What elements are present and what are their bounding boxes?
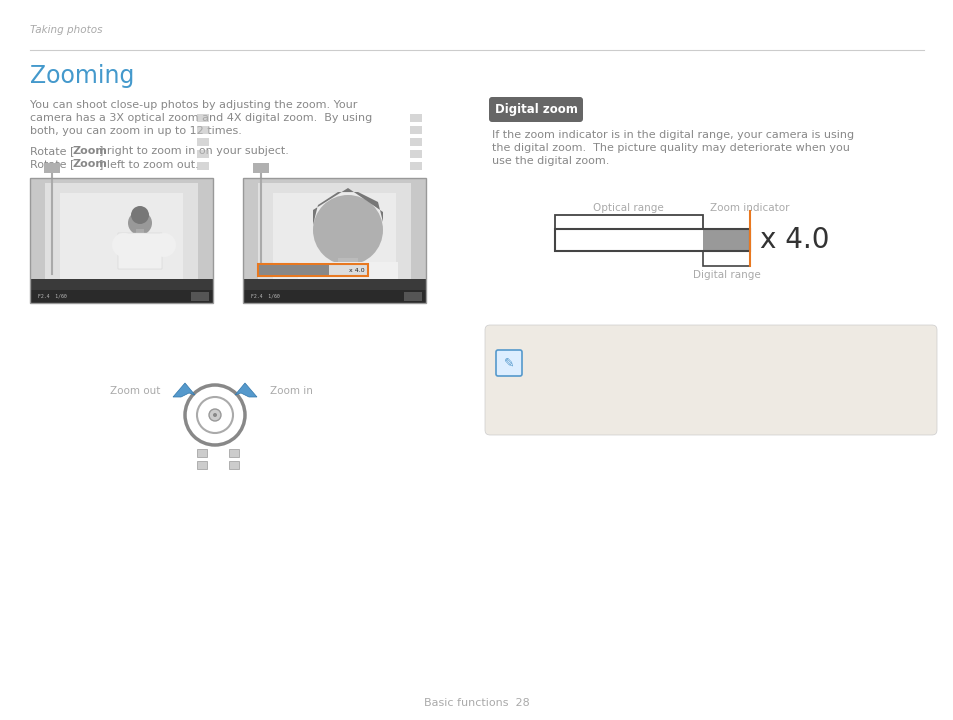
Text: .: . (817, 368, 821, 378)
Bar (229, 449, 239, 457)
Text: You can shoot close-up photos by adjusting the zoom. Your: You can shoot close-up photos by adjusti… (30, 100, 357, 110)
Text: Taking photos: Taking photos (30, 25, 102, 35)
Text: Basic functions  28: Basic functions 28 (424, 698, 529, 708)
Bar (30, 290, 213, 303)
Text: (in some scenes), and        modes and when using: (in some scenes), and modes and when usi… (552, 355, 816, 365)
Text: Zooming: Zooming (30, 64, 134, 88)
Text: 00001: 00001 (191, 294, 205, 299)
Bar (257, 264, 368, 276)
Bar (258, 265, 329, 275)
Text: Manual Focus: Manual Focus (608, 368, 688, 378)
Bar (243, 178, 426, 303)
Bar (196, 162, 209, 170)
Text: Zoom: Zoom (73, 146, 108, 156)
Bar (30, 279, 213, 290)
Bar (702, 229, 749, 251)
Text: •  It may take longer to save a photo when using the digital zoom.: • It may take longer to save a photo whe… (530, 384, 876, 394)
Bar (196, 138, 209, 146)
Text: camera has a 3X optical zoom and 4X digital zoom.  By using: camera has a 3X optical zoom and 4X digi… (30, 113, 372, 123)
Bar (44, 163, 60, 173)
Bar (243, 178, 426, 303)
Text: ] left to zoom out.: ] left to zoom out. (99, 159, 198, 169)
Bar (257, 183, 411, 298)
Text: use the digital zoom.: use the digital zoom. (492, 156, 609, 166)
Text: Rotate [: Rotate [ (30, 159, 74, 169)
Bar (196, 114, 209, 122)
Text: •  The digital zoom is not available when using: • The digital zoom is not available when… (530, 342, 774, 352)
Text: Optical range: Optical range (592, 203, 662, 213)
Text: ,: , (599, 368, 606, 378)
FancyBboxPatch shape (484, 325, 936, 435)
Text: the digital zoom.  The picture quality may deteriorate when you: the digital zoom. The picture quality ma… (492, 143, 849, 153)
Text: x 4.0: x 4.0 (349, 268, 365, 272)
Bar (702, 251, 749, 266)
Text: SCN: SCN (530, 355, 553, 365)
Polygon shape (313, 188, 382, 225)
Text: Rotate [: Rotate [ (30, 146, 74, 156)
Bar (136, 229, 144, 237)
Text: F2.4  1/60: F2.4 1/60 (38, 294, 67, 299)
Text: ✎: ✎ (503, 356, 514, 369)
Polygon shape (172, 383, 194, 397)
Polygon shape (234, 383, 256, 397)
Text: Zoom out: Zoom out (110, 386, 160, 396)
Text: ] right to zoom in on your subject.: ] right to zoom in on your subject. (99, 146, 289, 156)
Text: Digital range: Digital range (692, 270, 760, 280)
Bar (243, 279, 426, 290)
Bar (253, 163, 269, 173)
Bar (555, 215, 702, 229)
Text: ,: , (668, 368, 675, 378)
Text: Digital zoom: Digital zoom (494, 103, 577, 116)
Text: 00001: 00001 (403, 294, 417, 299)
Text: If the zoom indicator is in the digital range, your camera is using: If the zoom indicator is in the digital … (492, 130, 853, 140)
Bar (410, 114, 421, 122)
Circle shape (213, 413, 216, 417)
Circle shape (112, 233, 136, 257)
Text: Face Detection: Face Detection (530, 368, 618, 378)
Bar (410, 162, 421, 170)
FancyBboxPatch shape (496, 350, 521, 376)
Bar (410, 138, 421, 146)
Text: , and: , and (737, 368, 766, 378)
Bar (196, 126, 209, 134)
Bar (30, 178, 213, 303)
Bar (118, 233, 162, 269)
Circle shape (313, 195, 382, 265)
Text: Zoom in: Zoom in (270, 386, 313, 396)
Text: Zoom: Zoom (73, 159, 108, 169)
Bar (60, 193, 183, 288)
Text: F2.4  1/60: F2.4 1/60 (251, 294, 279, 299)
Bar (30, 178, 213, 303)
Circle shape (128, 211, 152, 235)
Bar (403, 292, 421, 301)
Circle shape (131, 206, 149, 224)
Bar (196, 150, 209, 158)
Bar (410, 150, 421, 158)
Bar (297, 262, 397, 280)
Bar (337, 258, 357, 266)
Text: Smart Filter: Smart Filter (677, 368, 747, 378)
Bar (243, 290, 426, 303)
Bar (555, 229, 749, 251)
Bar (229, 461, 239, 469)
Text: Zoom ratio: Zoom ratio (289, 295, 346, 305)
Text: Tracking AF: Tracking AF (762, 368, 831, 378)
Circle shape (209, 409, 221, 421)
Bar (410, 126, 421, 134)
Text: x 4.0: x 4.0 (760, 226, 828, 254)
Text: Zoom indicator: Zoom indicator (709, 203, 789, 213)
Bar (273, 193, 395, 288)
Bar (191, 292, 209, 301)
Circle shape (152, 233, 175, 257)
Bar (45, 183, 198, 298)
Text: both, you can zoom in up to 12 times.: both, you can zoom in up to 12 times. (30, 126, 242, 136)
FancyBboxPatch shape (489, 97, 582, 122)
Bar (196, 461, 207, 469)
Bar (196, 449, 207, 457)
